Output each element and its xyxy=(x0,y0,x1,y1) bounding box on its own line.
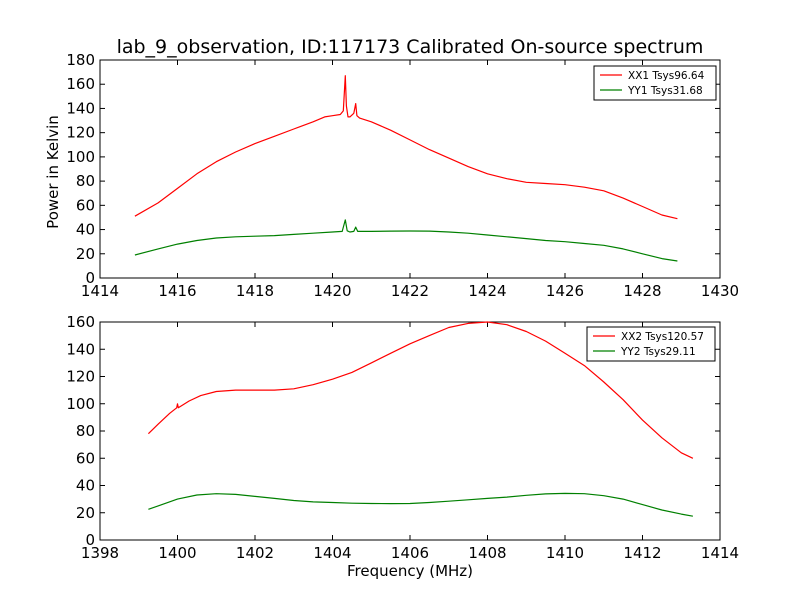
x-tick-label: 1424 xyxy=(468,282,506,300)
x-tick-label: 1418 xyxy=(236,282,274,300)
x-tick-label: 1414 xyxy=(701,544,739,562)
x-tick-label: 1412 xyxy=(623,544,661,562)
legend: XX1 Tsys96.64 YY1 Tsys31.68 xyxy=(593,65,717,101)
x-tick-label: 1410 xyxy=(546,544,584,562)
y-tick-label: 40 xyxy=(76,477,95,495)
y-tick-label: 60 xyxy=(76,196,95,214)
y-tick-label: 0 xyxy=(85,269,95,287)
x-tick-label: 1404 xyxy=(313,544,351,562)
y-tick-label: 120 xyxy=(66,124,95,142)
legend-label: YY2 Tsys29.11 xyxy=(620,346,696,358)
x-tick-label: 1414 xyxy=(81,282,119,300)
y-tick-label: 0 xyxy=(85,531,95,549)
bottom-subplot: 1398 1400 1402 1404 1406 1408 1410 1412 1414 0 20 4… xyxy=(66,313,739,562)
x-tick-label: 1428 xyxy=(623,282,661,300)
series-line-xx2 xyxy=(147,321,694,459)
y-tick-label: 140 xyxy=(66,99,95,117)
x-tick-label: 1398 xyxy=(81,544,119,562)
figure-title: lab_9_observation, ID:117173 Calibrated … xyxy=(117,36,704,58)
y-tick-label: 60 xyxy=(76,449,95,467)
series-line-yy2 xyxy=(148,492,694,517)
y-tick-label: 100 xyxy=(66,148,95,166)
legend-label: YY1 Tsys31.68 xyxy=(627,85,703,97)
y-axis-label: Power in Kelvin xyxy=(44,115,62,229)
legend-box xyxy=(586,326,716,362)
y-tick-label: 140 xyxy=(66,340,95,358)
top-subplot: 1414 1416 1418 1420 1422 1424 1426 1428 1430 0 20 4… xyxy=(66,51,739,300)
y-tick-label: 20 xyxy=(76,504,95,522)
y-tick-label: 80 xyxy=(76,422,95,440)
x-tick-label: 1406 xyxy=(391,544,429,562)
y-tick-label: 120 xyxy=(66,368,95,386)
y-tick-label: 20 xyxy=(76,245,95,263)
legend-label: XX2 Tsys120.57 xyxy=(621,331,704,343)
x-tick-label: 1430 xyxy=(701,282,739,300)
y-tick-label: 180 xyxy=(66,51,95,69)
series-line-yy1 xyxy=(134,219,678,262)
x-tick-label: 1422 xyxy=(391,282,429,300)
x-tick-label: 1416 xyxy=(158,282,196,300)
y-tick-label: 100 xyxy=(66,395,95,413)
y-tick-label: 160 xyxy=(66,313,95,331)
y-tick-label: 80 xyxy=(76,172,95,190)
legend-box xyxy=(593,65,717,101)
y-tick-label: 160 xyxy=(66,75,95,93)
series-line-xx1 xyxy=(134,75,678,220)
x-axis-label: Frequency (MHz) xyxy=(347,562,473,580)
x-tick-label: 1400 xyxy=(158,544,196,562)
legend: XX2 Tsys120.57 YY2 Tsys29.11 xyxy=(586,326,716,362)
x-tick-label: 1402 xyxy=(236,544,274,562)
legend-label: XX1 Tsys96.64 xyxy=(628,70,705,82)
x-tick-label: 1408 xyxy=(468,544,506,562)
x-tick-label: 1420 xyxy=(313,282,351,300)
x-tick-label: 1426 xyxy=(546,282,584,300)
y-tick-label: 40 xyxy=(76,221,95,239)
